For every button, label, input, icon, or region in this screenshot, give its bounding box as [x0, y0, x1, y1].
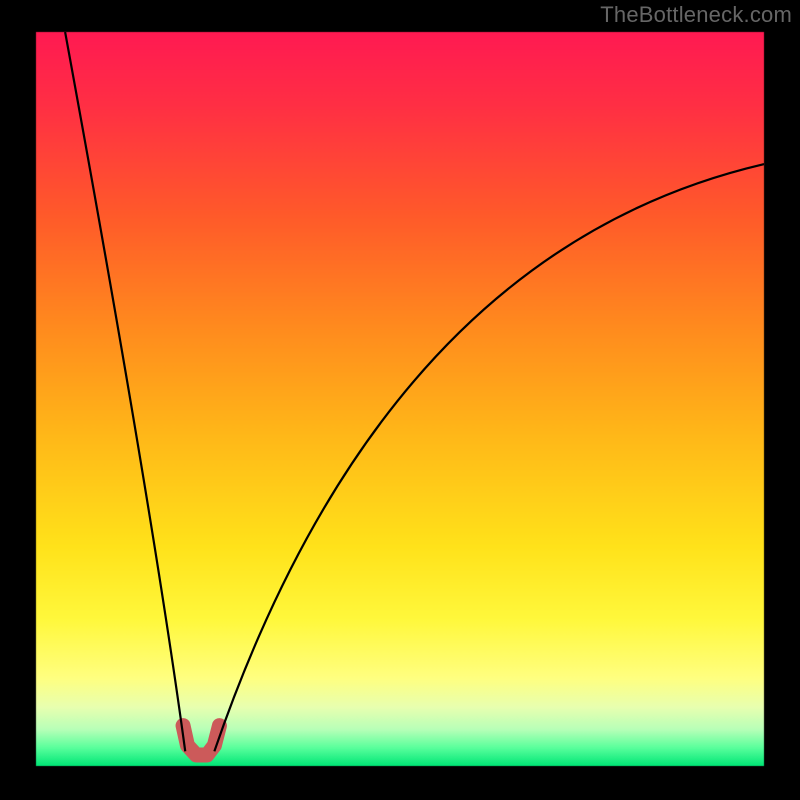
curve-left-branch	[65, 32, 185, 751]
curve-right-branch	[214, 164, 764, 751]
watermark-text: TheBottleneck.com	[600, 2, 792, 28]
curve-layer	[0, 0, 800, 800]
bottleneck-chart: TheBottleneck.com	[0, 0, 800, 800]
